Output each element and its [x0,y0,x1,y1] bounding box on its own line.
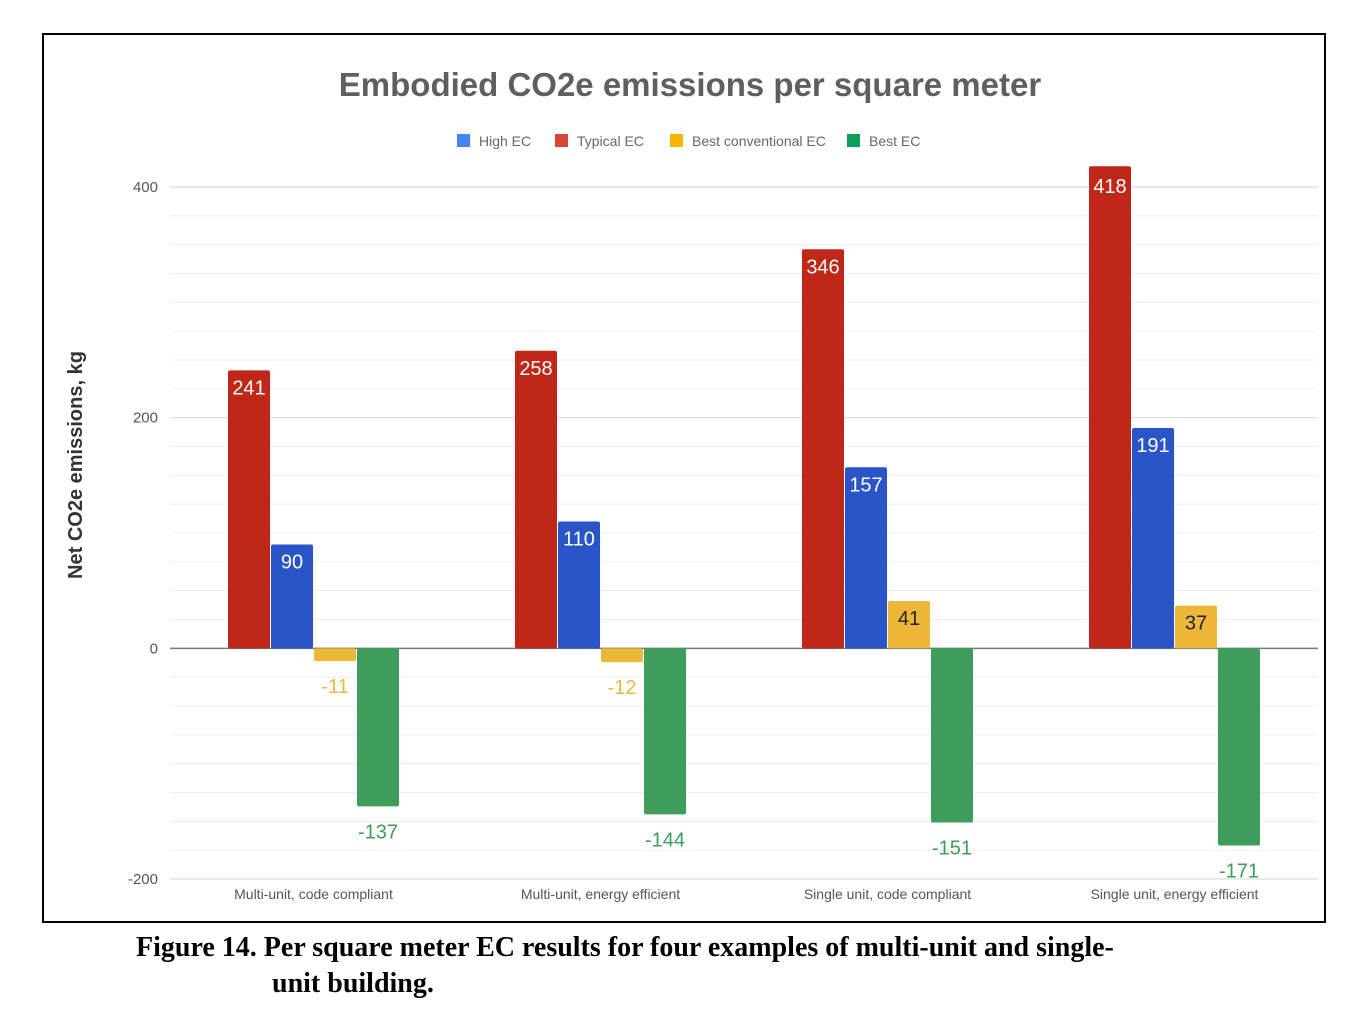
data-label: 418 [1093,176,1126,198]
data-label: 241 [232,377,265,399]
data-label: 191 [1136,435,1169,457]
data-label: -137 [358,821,398,843]
bar [1132,428,1174,649]
data-label: -12 [608,677,637,699]
data-label: -144 [645,829,685,851]
legend-label: Best EC [869,133,920,149]
chart-svg: Embodied CO2e emissions per square meter… [65,66,1318,902]
bar [558,521,600,649]
category-label: Single unit, code compliant [804,886,971,902]
caption-line-1: Figure 14. Per square meter EC results f… [136,932,1114,963]
data-label: 41 [898,608,920,630]
bar [515,350,557,649]
bar [888,601,930,649]
data-label: 90 [281,552,303,574]
category-label: Multi-unit, energy efficient [521,886,680,902]
bar [1218,648,1260,846]
legend-swatch [457,134,470,147]
legend-label: Typical EC [577,133,644,149]
bar [931,648,973,823]
chart-frame: Embodied CO2e emissions per square meter… [42,33,1326,923]
y-tick-label: 0 [150,640,158,657]
bar [802,249,844,649]
legend-label: Best conventional EC [692,133,826,149]
data-label: 37 [1185,613,1207,635]
legend-label: High EC [479,133,531,149]
category-labels: Multi-unit, code compliant Multi-unit, en… [234,886,1258,902]
data-label: 110 [563,528,595,550]
caption-line-2: unit building. [272,968,434,999]
data-label: -151 [932,837,972,859]
bar [271,544,313,649]
data-labels: 241 90 -11 -137 258 110 -12 -144 346 157 41 -151 418… [232,176,1259,883]
bar [601,648,643,663]
y-tick-label: 400 [133,179,158,196]
bar [845,467,887,649]
chart-title: Embodied CO2e emissions per square meter [339,66,1042,103]
bar [644,648,686,815]
bars [228,166,1260,846]
legend: High EC Typical EC Best conventional EC Bes… [457,133,920,149]
bar [314,648,356,662]
category-label: Single unit, energy efficient [1091,886,1259,902]
category-label: Multi-unit, code compliant [234,886,393,902]
data-label: -171 [1219,861,1259,883]
data-label: 258 [519,358,552,380]
bar [228,370,270,649]
data-label: -11 [321,676,348,698]
bar [357,648,399,807]
y-ticks: 400 200 0 -200 [128,179,158,888]
legend-swatch [670,134,683,147]
y-axis-label: Net CO2e emissions, kg [65,351,87,579]
data-label: 157 [849,474,882,496]
legend-swatch [847,134,860,147]
y-tick-label: -200 [128,871,158,888]
y-tick-label: 200 [133,410,158,427]
bar [1175,605,1217,649]
bar [1089,166,1131,649]
legend-swatch [555,134,568,147]
data-label: 346 [806,256,839,278]
